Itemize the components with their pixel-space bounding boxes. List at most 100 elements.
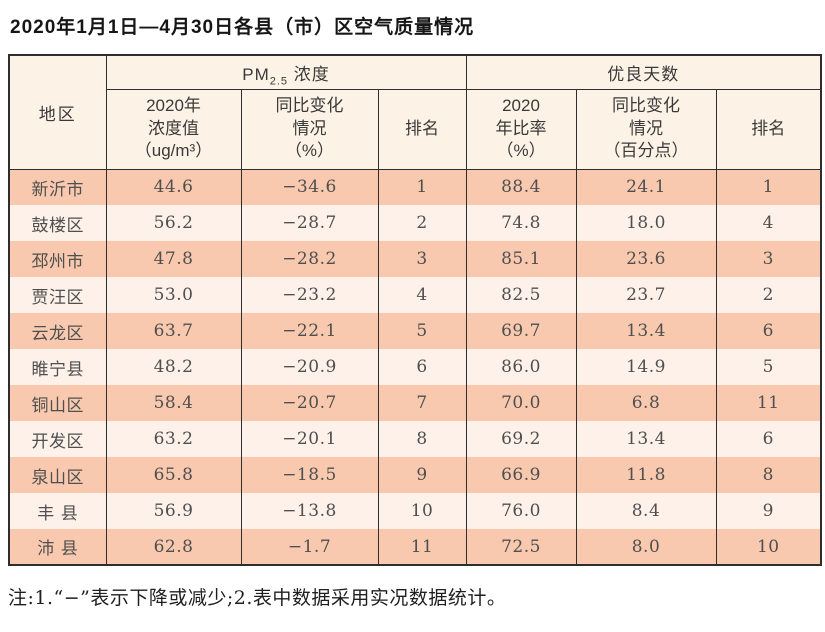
good-change-cell: 11.8	[575, 457, 717, 493]
good-rank-cell: 1	[715, 169, 822, 205]
pm-value-cell: 48.2	[105, 349, 242, 385]
region-column-header: 地区	[8, 54, 107, 170]
good-days-group-header: 优良天数	[465, 54, 822, 90]
region-cell: 沛 县	[8, 529, 107, 565]
table-row: 鼓楼区 56.2 −28.7 2 74.8 18.0 4	[8, 205, 822, 241]
footnote: 注:1.“−”表示下降或减少;2.表中数据采用实况数据统计。	[8, 587, 507, 609]
good-rate-cell: 82.5	[465, 277, 577, 313]
good-rank-cell: 3	[715, 241, 822, 277]
good-change-cell: 6.8	[575, 385, 717, 421]
pm-change-cell: −13.8	[240, 493, 379, 529]
pm-change-cell: −23.2	[240, 277, 379, 313]
pm-change-cell: −28.7	[240, 205, 379, 241]
good-rank-cell: 8	[715, 457, 822, 493]
pm-rank-cell: 7	[377, 385, 467, 421]
good-rate-cell: 88.4	[465, 169, 577, 205]
table-body: 新沂市 44.6 −34.6 1 88.4 24.1 1 鼓楼区 56.2 −28.7 2 74.8 1…	[8, 169, 822, 565]
pm-change-cell: −28.2	[240, 241, 379, 277]
pm-rank-cell: 1	[377, 169, 467, 205]
table-row: 沛 县 62.8 −1.7 11 72.5 8.0 10	[8, 529, 822, 565]
table-row: 邳州市 47.8 −28.2 3 85.1 23.6 3	[8, 241, 822, 277]
good-rate-cell: 72.5	[465, 529, 577, 565]
region-cell: 睢宁县	[8, 349, 107, 385]
pm-rank-cell: 9	[377, 457, 467, 493]
pm-change-cell: −1.7	[240, 529, 379, 565]
region-cell: 云龙区	[8, 313, 107, 349]
pm-value-cell: 58.4	[105, 385, 242, 421]
good-change-cell: 13.4	[575, 313, 717, 349]
pm-value-cell: 56.9	[105, 493, 242, 529]
good-rate-cell: 69.7	[465, 313, 577, 349]
good-rank-cell: 11	[715, 385, 822, 421]
pm-rank-cell: 11	[377, 529, 467, 565]
table-row: 贾汪区 53.0 −23.2 4 82.5 23.7 2	[8, 277, 822, 313]
good-rank-cell: 9	[715, 493, 822, 529]
pm-change-cell: −20.7	[240, 385, 379, 421]
good-rate-cell: 86.0	[465, 349, 577, 385]
good-change-cell: 18.0	[575, 205, 717, 241]
pm25-label-sub: 2.5	[269, 75, 289, 88]
pm-rank-cell: 10	[377, 493, 467, 529]
pm-change-column-header: 同比变化 情况 （%）	[240, 88, 379, 170]
pm-rank-cell: 8	[377, 421, 467, 457]
region-cell: 贾汪区	[8, 277, 107, 313]
pm-value-cell: 53.0	[105, 277, 242, 313]
air-quality-table: 地区 PM2.5 浓度 优良天数 2020年 浓度值 （ug/m³） 同比变化 …	[8, 54, 823, 566]
pm-rank-cell: 6	[377, 349, 467, 385]
region-cell: 邳州市	[8, 241, 107, 277]
good-rate-cell: 76.0	[465, 493, 577, 529]
good-rank-cell: 10	[715, 529, 822, 565]
pm-rank-column-header: 排名	[377, 88, 467, 170]
table-row: 开发区 63.2 −20.1 8 69.2 13.4 6	[8, 421, 822, 457]
region-cell: 铜山区	[8, 385, 107, 421]
pm25-label-pre: PM	[242, 64, 270, 84]
good-change-cell: 13.4	[575, 421, 717, 457]
pm-value-cell: 63.2	[105, 421, 242, 457]
pm-rank-cell: 5	[377, 313, 467, 349]
pm-change-cell: −34.6	[240, 169, 379, 205]
good-rank-cell: 2	[715, 277, 822, 313]
pm-value-cell: 56.2	[105, 205, 242, 241]
good-rank-cell: 5	[715, 349, 822, 385]
pm25-group-header: PM2.5 浓度	[105, 54, 467, 90]
region-cell: 鼓楼区	[8, 205, 107, 241]
good-rate-cell: 70.0	[465, 385, 577, 421]
table-row: 云龙区 63.7 −22.1 5 69.7 13.4 6	[8, 313, 822, 349]
pm-value-cell: 44.6	[105, 169, 242, 205]
region-cell: 新沂市	[8, 169, 107, 205]
table-row: 睢宁县 48.2 −20.9 6 86.0 14.9 5	[8, 349, 822, 385]
good-rank-column-header: 排名	[715, 88, 822, 170]
table-row: 丰 县 56.9 −13.8 10 76.0 8.4 9	[8, 493, 822, 529]
pm-value-cell: 65.8	[105, 457, 242, 493]
good-change-cell: 14.9	[575, 349, 717, 385]
good-change-cell: 23.7	[575, 277, 717, 313]
pm-value-cell: 62.8	[105, 529, 242, 565]
good-change-cell: 24.1	[575, 169, 717, 205]
good-change-cell: 23.6	[575, 241, 717, 277]
good-change-column-header: 同比变化 情况 （百分点）	[575, 88, 717, 170]
good-change-cell: 8.4	[575, 493, 717, 529]
region-cell: 开发区	[8, 421, 107, 457]
pm-rank-cell: 4	[377, 277, 467, 313]
pm-value-cell: 47.8	[105, 241, 242, 277]
good-rank-cell: 6	[715, 421, 822, 457]
table-row: 铜山区 58.4 −20.7 7 70.0 6.8 11	[8, 385, 822, 421]
pm-change-cell: −20.9	[240, 349, 379, 385]
good-rank-cell: 4	[715, 205, 822, 241]
good-change-cell: 8.0	[575, 529, 717, 565]
page-title: 2020年1月1日—4月30日各县（市）区空气质量情况	[10, 17, 475, 38]
pm-change-cell: −22.1	[240, 313, 379, 349]
header-group-row: 地区 PM2.5 浓度 优良天数	[8, 54, 822, 170]
table-row: 泉山区 65.8 −18.5 9 66.9 11.8 8	[8, 457, 822, 493]
table-row: 新沂市 44.6 −34.6 1 88.4 24.1 1	[8, 169, 822, 205]
header-sub-row: 2020年 浓度值 （ug/m³） 同比变化 情况 （%） 排名 2020 年比…	[9, 88, 822, 170]
good-rate-cell: 69.2	[465, 421, 577, 457]
pm-rank-cell: 2	[377, 205, 467, 241]
good-rate-column-header: 2020 年比率 （%）	[465, 88, 577, 170]
pm-change-cell: −18.5	[240, 457, 379, 493]
table-header: 地区 PM2.5 浓度 优良天数 2020年 浓度值 （ug/m³） 同比变化 …	[8, 54, 822, 170]
good-rate-cell: 74.8	[465, 205, 577, 241]
pm-value-column-header: 2020年 浓度值 （ug/m³）	[105, 88, 242, 170]
pm-change-cell: −20.1	[240, 421, 379, 457]
pm25-label-post: 浓度	[288, 64, 330, 84]
